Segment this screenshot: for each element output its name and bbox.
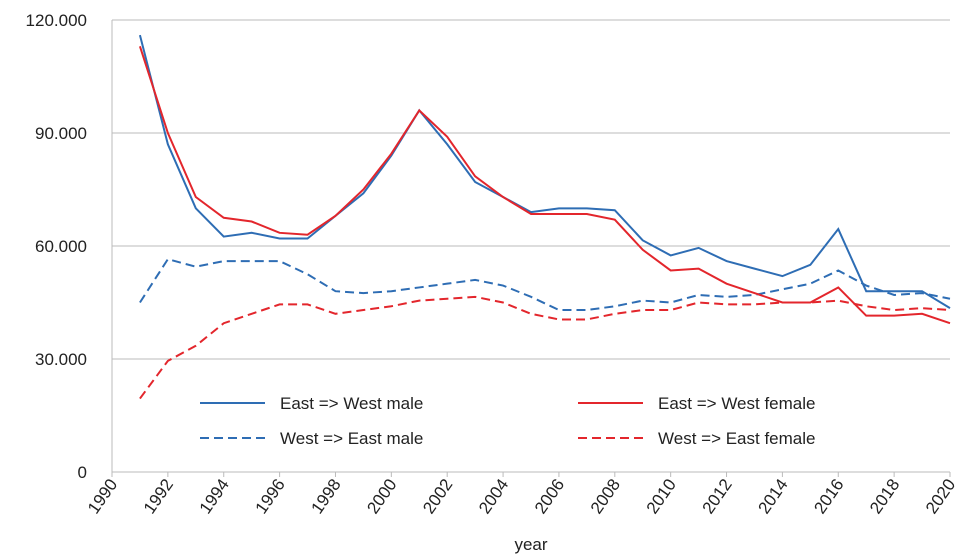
x-tick-label: 2006 xyxy=(531,475,568,517)
series-line xyxy=(139,258,951,312)
series-line xyxy=(138,34,951,310)
x-axis-label: year xyxy=(514,535,547,554)
x-tick-label: 2002 xyxy=(419,475,456,517)
legend-label: West => East female xyxy=(658,429,815,448)
legend-label: East => West male xyxy=(280,394,423,413)
x-tick-label: 2012 xyxy=(699,475,736,517)
x-tick-label: 2004 xyxy=(475,475,512,517)
y-tick-label: 120.000 xyxy=(26,11,87,30)
x-tick-label: 1996 xyxy=(252,475,289,517)
x-tick-label: 1992 xyxy=(140,475,177,517)
y-tick-label: 0 xyxy=(78,463,87,482)
legend-label: West => East male xyxy=(280,429,423,448)
y-tick-label: 60.000 xyxy=(35,237,87,256)
x-tick-label: 2000 xyxy=(363,475,400,517)
series-line xyxy=(138,46,951,325)
x-tick-label: 2018 xyxy=(866,475,903,517)
x-tick-label: 2008 xyxy=(587,475,624,517)
x-tick-label: 2010 xyxy=(643,475,680,517)
x-tick-label: 1998 xyxy=(307,475,344,517)
x-tick-label: 2020 xyxy=(922,475,959,517)
y-tick-label: 30.000 xyxy=(35,350,87,369)
x-tick-label: 1994 xyxy=(196,475,233,517)
x-tick-label: 2014 xyxy=(754,475,791,517)
x-tick-label: 2016 xyxy=(810,475,847,517)
legend-label: East => West female xyxy=(658,394,815,413)
series-line xyxy=(139,295,951,400)
x-tick-label: 1990 xyxy=(84,475,121,517)
y-tick-label: 90.000 xyxy=(35,124,87,143)
